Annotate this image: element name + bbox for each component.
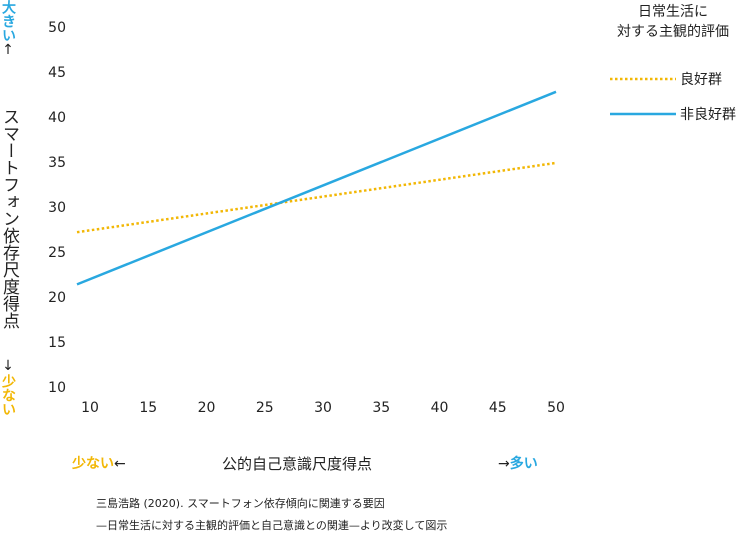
- x-tick-label: 50: [547, 400, 565, 416]
- legend-title-line-1: 日常生活に: [638, 4, 708, 20]
- source-citation-line-1: 三島浩路 (2020). スマートフォン依存傾向に関連する要因: [96, 497, 385, 510]
- down-arrow-icon: ↓: [0, 358, 16, 374]
- legend-item-poor-group: 非良好群: [610, 104, 736, 124]
- x-tick-label: 40: [431, 400, 449, 416]
- up-arrow-icon: ↑: [0, 42, 16, 58]
- x-axis-left-annotation: 少ない←: [72, 453, 126, 473]
- x-axis-right-annotation: →多い: [498, 453, 538, 473]
- x-tick-label: 25: [256, 400, 274, 416]
- x-axis-left-word: 少ない: [72, 456, 114, 472]
- legend-swatch-dotted: [610, 77, 676, 81]
- y-tick-label: 20: [48, 290, 66, 306]
- legend-title: 日常生活に 対する主観的評価: [600, 2, 746, 42]
- x-tick-label: 10: [81, 400, 99, 416]
- series-line-good-group: [76, 161, 557, 234]
- right-arrow-icon: →: [498, 456, 510, 472]
- y-tick-label: 50: [48, 20, 66, 36]
- x-axis-label: 公的自己意識尺度得点: [222, 455, 373, 473]
- legend-title-line-2: 対する主観的評価: [617, 24, 729, 40]
- source-citation-line-2: —日常生活に対する主観的評価と自己意識との関連—より改変して図示: [96, 519, 448, 532]
- x-axis-right-word: 多い: [509, 456, 538, 472]
- x-tick-label: 30: [314, 400, 332, 416]
- x-tick-label: 15: [139, 400, 157, 416]
- legend-item-good-group: 良好群: [610, 69, 722, 89]
- legend-swatch-solid: [610, 112, 676, 116]
- y-tick-label: 40: [48, 110, 66, 126]
- y-tick-label: 25: [48, 245, 66, 261]
- y-axis-bottom-word: 少ない: [0, 374, 16, 416]
- y-tick-label: 10: [48, 380, 66, 396]
- y-axis-top-word: 大きい: [0, 0, 16, 42]
- x-tick-label: 45: [489, 400, 507, 416]
- y-tick-label: 30: [48, 200, 66, 216]
- x-tick-label: 20: [198, 400, 216, 416]
- left-arrow-icon: ←: [114, 456, 126, 472]
- y-axis-top-annotation: 大きい↑: [0, 0, 16, 58]
- y-tick-label: 35: [48, 155, 66, 171]
- legend-label-poor-group: 非良好群: [680, 107, 736, 123]
- y-tick-label: 15: [48, 335, 66, 351]
- y-axis-label: スマートフォン依存尺度得点: [0, 108, 19, 329]
- y-tick-label: 45: [48, 65, 66, 81]
- legend-label-good-group: 良好群: [680, 72, 722, 88]
- x-tick-label: 35: [372, 400, 390, 416]
- series-line-poor-group: [76, 90, 557, 286]
- y-axis-bottom-annotation: ↓少ない: [0, 358, 16, 416]
